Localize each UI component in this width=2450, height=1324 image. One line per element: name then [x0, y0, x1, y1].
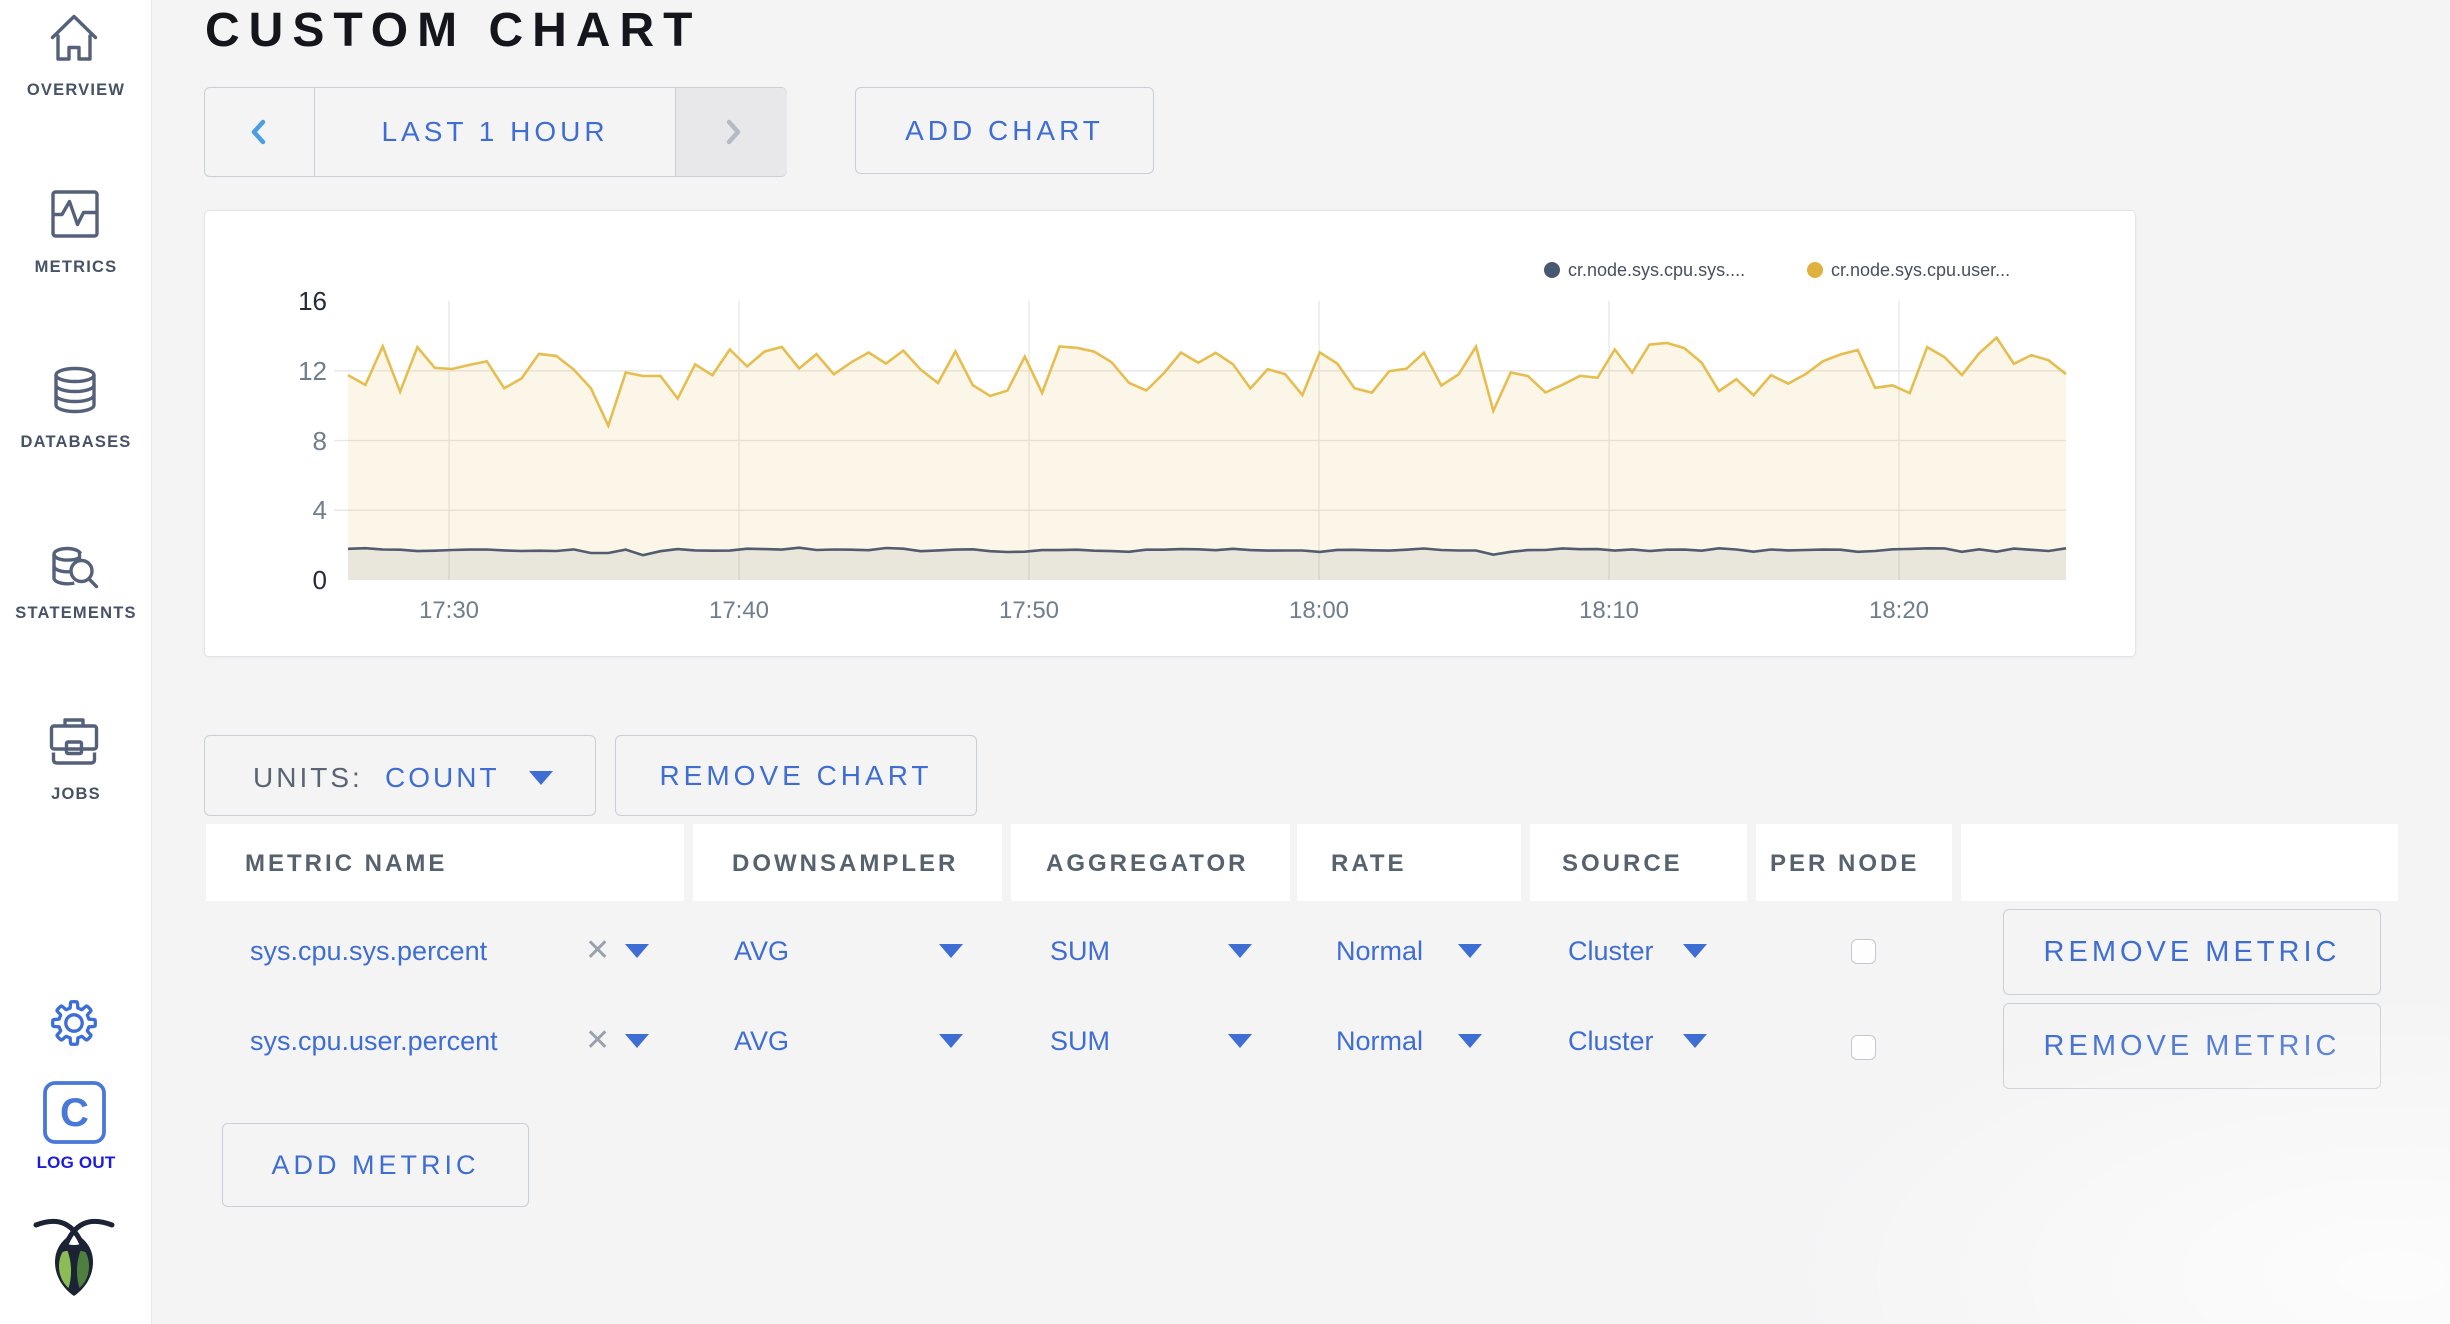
svg-text:C: C	[60, 1091, 89, 1135]
